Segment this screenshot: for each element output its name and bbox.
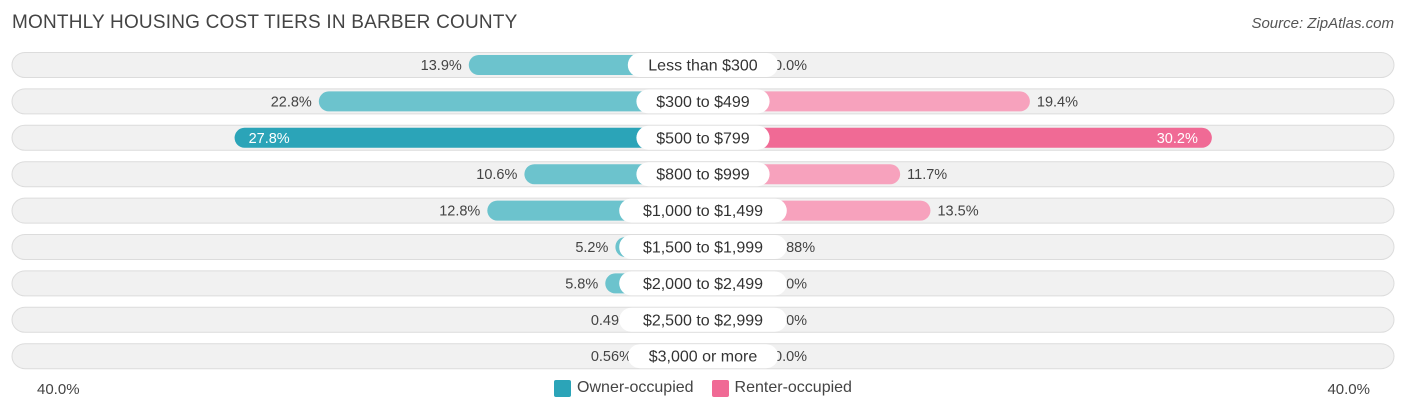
renter-bar — [703, 127, 1212, 148]
diverging-bar-chart: 13.9% 0.0% Less than $300 22.8% 19.4% $300 to… — [11, 52, 1395, 370]
legend-item-renter: Renter-occupied — [711, 379, 852, 397]
legend-label-renter: Renter-occupied — [734, 379, 852, 396]
legend: Owner-occupied Renter-occupied — [0, 379, 1406, 397]
category-pill — [619, 271, 787, 296]
category-label: $800 to $999 — [656, 167, 750, 184]
owner-value-label: 22.8% — [271, 94, 312, 110]
owner-value-label: 0.56% — [591, 349, 632, 365]
axis-min-label: 40.0% — [37, 381, 80, 398]
category-pill — [636, 162, 770, 187]
category-pill — [627, 344, 779, 369]
chart-title: MONTHLY HOUSING COST TIERS IN BARBER COU… — [12, 12, 518, 33]
legend-swatch-renter — [711, 379, 729, 397]
owner-value-label: 12.8% — [439, 204, 480, 220]
category-label: $3,000 or more — [649, 349, 758, 366]
renter-value-label: 0.0% — [774, 58, 807, 74]
category-pill — [619, 235, 787, 259]
category-label: $300 to $499 — [656, 94, 750, 111]
category-label: Less than $300 — [648, 58, 758, 75]
owner-bar — [318, 91, 703, 112]
renter-value-label: 0.0% — [774, 349, 807, 365]
category-label: $2,000 to $2,499 — [643, 276, 763, 293]
category-label: $1,500 to $1,999 — [643, 240, 763, 257]
renter-value-label: 13.5% — [937, 204, 978, 220]
legend-item-owner: Owner-occupied — [554, 379, 694, 397]
category-pill — [636, 89, 770, 114]
category-pill — [627, 53, 779, 77]
category-pill — [619, 307, 787, 332]
category-label: $500 to $799 — [656, 130, 750, 147]
renter-bar — [703, 91, 1030, 112]
category-pill — [636, 125, 770, 150]
owner-value-label: 5.2% — [575, 240, 608, 256]
owner-bar — [234, 127, 703, 148]
axis-max-label: 40.0% — [1327, 381, 1370, 398]
owner-value-label: 5.8% — [565, 276, 598, 292]
renter-value-label: 19.4% — [1037, 94, 1078, 110]
renter-value-label: 30.2% — [1157, 131, 1198, 147]
owner-value-label: 10.6% — [476, 167, 517, 183]
legend-label-owner: Owner-occupied — [577, 379, 694, 396]
owner-value-label: 13.9% — [421, 58, 462, 74]
owner-value-label: 27.8% — [249, 131, 290, 147]
legend-swatch-owner — [554, 379, 572, 397]
chart-source: Source: ZipAtlas.com — [1251, 15, 1394, 32]
category-label: $2,500 to $2,999 — [643, 312, 763, 329]
renter-value-label: 11.7% — [907, 167, 947, 183]
category-pill — [619, 198, 787, 223]
category-label: $1,000 to $1,499 — [643, 203, 763, 220]
